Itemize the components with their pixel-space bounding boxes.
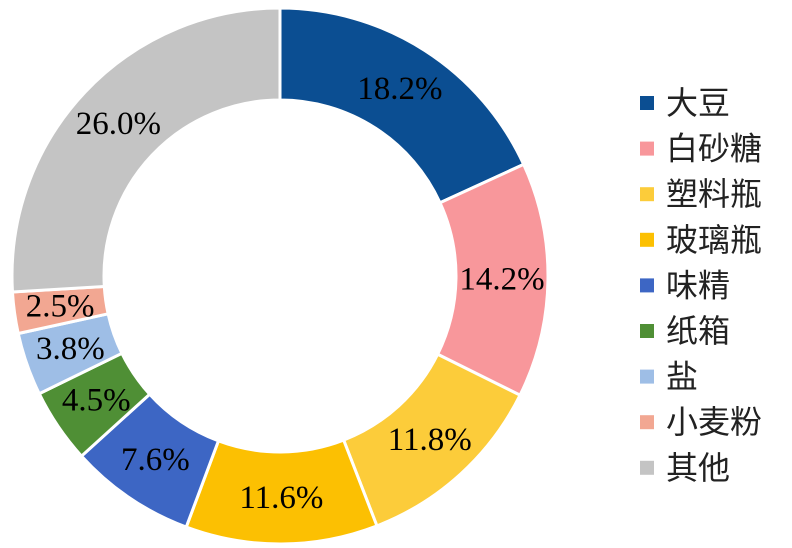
legend-item-wheat-flour: 小麦粉 bbox=[640, 403, 762, 441]
legend-item-msg: 味精 bbox=[640, 266, 730, 304]
slices-group bbox=[10, 6, 550, 546]
data-label-soybean: 18.2% bbox=[357, 71, 442, 107]
data-label-wheat-flour: 2.5% bbox=[26, 289, 95, 325]
legend-label-plastic-bottle: 塑料瓶 bbox=[666, 175, 762, 213]
slice-other bbox=[10, 6, 282, 294]
legend-item-other: 其他 bbox=[640, 449, 730, 487]
legend-swatch-carton bbox=[640, 324, 654, 338]
legend-label-msg: 味精 bbox=[666, 266, 730, 304]
legend-item-white-sugar: 白砂糖 bbox=[640, 130, 762, 168]
data-labels-group: 18.2% 14.2% 11.8% 11.6% 7.6% 4.5% 3.8% 2.5% 26.0… bbox=[26, 71, 545, 516]
data-label-other: 26.0% bbox=[76, 106, 161, 142]
legend-label-white-sugar: 白砂糖 bbox=[666, 130, 762, 168]
legend-swatch-wheat-flour bbox=[640, 415, 654, 430]
legend-label-salt: 盐 bbox=[666, 358, 698, 396]
legend-item-glass-bottle: 玻璃瓶 bbox=[640, 221, 762, 259]
data-label-salt: 3.8% bbox=[36, 331, 105, 367]
legend-item-plastic-bottle: 塑料瓶 bbox=[640, 175, 762, 213]
legend-swatch-salt bbox=[640, 369, 654, 384]
legend-swatch-plastic-bottle bbox=[640, 187, 654, 202]
legend-item-soybean: 大豆 bbox=[640, 84, 730, 122]
legend-swatch-soybean bbox=[640, 96, 654, 110]
legend-label-glass-bottle: 玻璃瓶 bbox=[666, 221, 762, 259]
legend-label-soybean: 大豆 bbox=[666, 84, 730, 122]
data-label-msg: 7.6% bbox=[121, 442, 190, 478]
data-label-white-sugar: 14.2% bbox=[459, 262, 544, 298]
legend-swatch-white-sugar bbox=[640, 141, 654, 156]
legend-swatch-msg bbox=[640, 278, 654, 293]
legend-label-carton: 纸箱 bbox=[666, 312, 730, 350]
data-label-glass-bottle: 11.6% bbox=[239, 480, 323, 516]
legend-item-carton: 纸箱 bbox=[640, 312, 730, 350]
data-label-plastic-bottle: 11.8% bbox=[388, 422, 472, 458]
legend-label-other: 其他 bbox=[666, 449, 730, 487]
legend-swatch-other bbox=[640, 460, 654, 475]
legend-swatch-glass-bottle bbox=[640, 232, 654, 247]
legend-label-wheat-flour: 小麦粉 bbox=[666, 403, 762, 441]
legend-item-salt: 盐 bbox=[640, 358, 698, 396]
data-label-carton: 4.5% bbox=[62, 383, 131, 419]
